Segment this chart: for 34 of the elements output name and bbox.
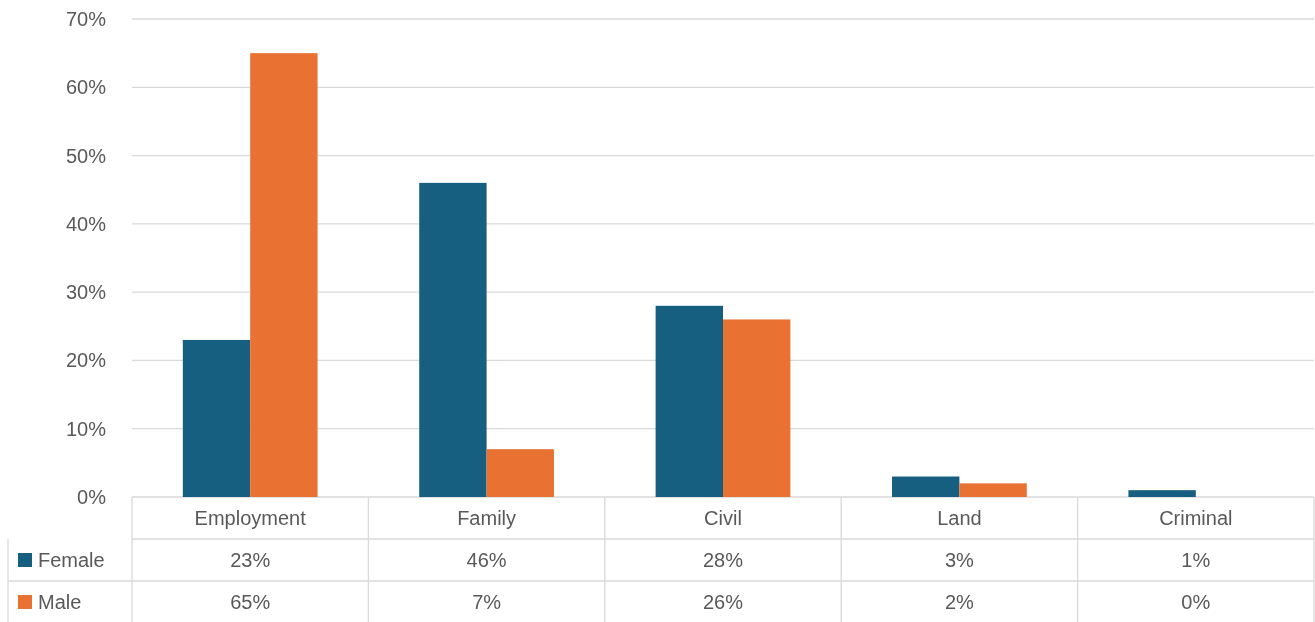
data-label: 3% [944,549,975,571]
bar [419,182,487,497]
data-label: 2% [944,591,975,613]
bar [959,483,1027,497]
data-label: 1% [1181,549,1211,571]
y-tick-label: 60% [65,76,107,99]
x-tick-label: Civil [704,507,742,529]
data-label: 28% [702,549,744,571]
bar [486,449,554,497]
y-tick-label: 10% [65,417,107,440]
x-tick-label: Family [457,507,517,529]
y-tick-label: 40% [65,212,107,235]
y-tick-label: 30% [65,281,107,304]
legend-label: Male [38,591,82,613]
legend-label: Female [38,549,105,571]
data-label: 46% [466,549,507,571]
x-tick-label: Criminal [1159,507,1233,529]
data-label: 0% [1181,591,1211,613]
y-tick-label: 50% [65,144,107,167]
y-tick-label: 70% [65,8,107,30]
x-tick-label: Employment [194,507,307,529]
x-tick-label: Land [937,507,982,529]
data-label: 65% [230,591,271,613]
y-tick-label: 20% [65,349,107,372]
bar [655,305,723,497]
bar [723,319,791,497]
data-label: 23% [230,549,271,571]
bar [892,476,960,497]
data-label: 26% [702,591,744,613]
bar [182,339,251,497]
y-tick-label: 0% [77,486,107,508]
bar [250,53,318,497]
bar [1128,490,1196,497]
data-label: 7% [472,591,502,613]
